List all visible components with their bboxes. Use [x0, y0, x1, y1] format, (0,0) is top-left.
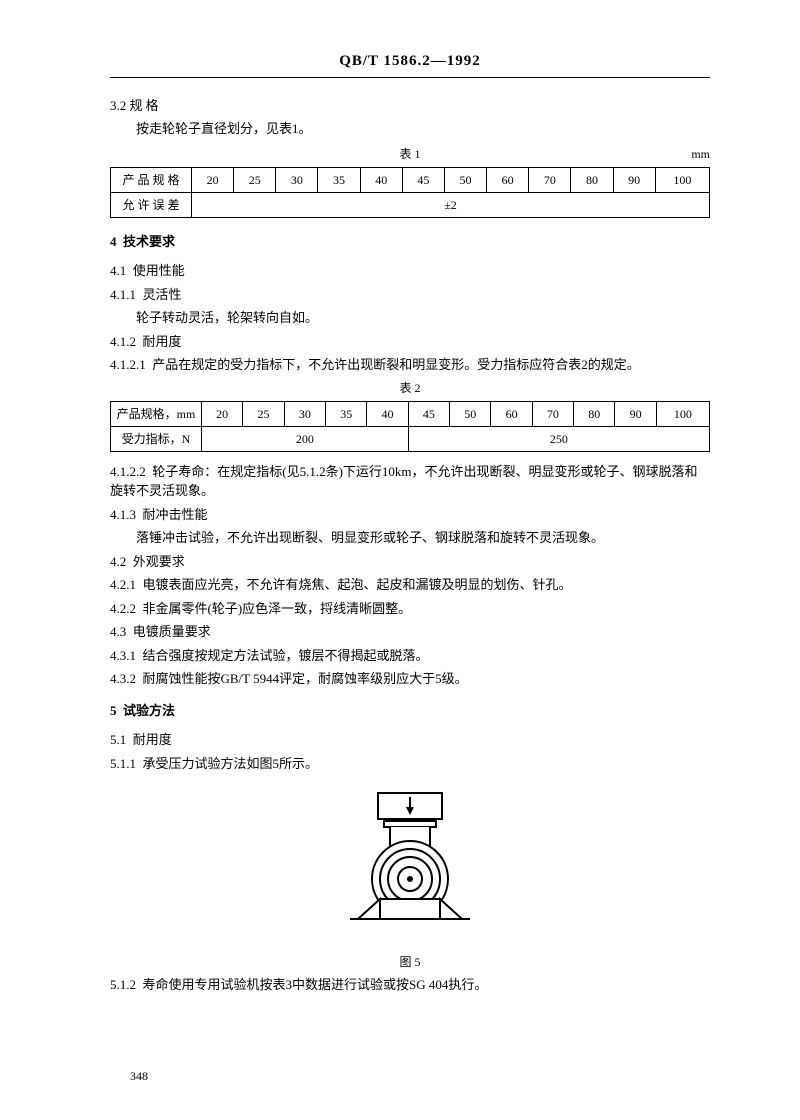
- sec-title: 耐冲击性能: [143, 507, 208, 522]
- sec-num: 4.1.2.1: [110, 357, 146, 372]
- section-5-1-1: 5.1.1 承受压力试验方法如图5所示。: [110, 754, 710, 774]
- sec-num: 4.1: [110, 263, 126, 278]
- t2-val1: 200: [202, 426, 409, 451]
- t1-c2: 30: [276, 167, 318, 192]
- sec-title: 技术要求: [123, 234, 175, 249]
- t1-c1: 25: [234, 167, 276, 192]
- t2-c10: 90: [615, 401, 656, 426]
- t1-c11: 100: [655, 167, 709, 192]
- t2-c2: 30: [284, 401, 325, 426]
- t1-c3: 35: [318, 167, 360, 192]
- sec-text: 产品在规定的受力指标下，不允许出现断裂和明显变形。受力指标应符合表2的规定。: [152, 357, 640, 372]
- section-5: 5 试验方法: [110, 701, 710, 721]
- t2-c7: 60: [491, 401, 532, 426]
- t2-c6: 50: [450, 401, 491, 426]
- t1-row2-label: 允 许 误 差: [111, 192, 192, 217]
- section-4-2-2: 4.2.2 非金属零件(轮子)应色泽一致，捋线清晰圆整。: [110, 599, 710, 619]
- section-5-1-2: 5.1.2 寿命使用专用试验机按表3中数据进行试验或按SG 404执行。: [110, 975, 710, 995]
- sec-num: 4: [110, 234, 117, 249]
- sec-num: 4.1.2: [110, 334, 136, 349]
- sec-text: 电镀表面应光亮，不允许有烧焦、起泡、起皮和漏镀及明显的划伤、针孔。: [143, 577, 572, 592]
- sec-text: 结合强度按规定方法试验，镀层不得揭起或脱落。: [143, 648, 429, 663]
- section-4-1-1: 4.1.1 灵活性: [110, 285, 710, 305]
- sec-title: 灵活性: [143, 287, 182, 302]
- section-3-2: 3.2 规格: [110, 96, 710, 116]
- sec-text: 承受压力试验方法如图5所示。: [143, 756, 319, 771]
- sec-text: 非金属零件(轮子)应色泽一致，捋线清晰圆整。: [143, 601, 412, 616]
- t1-c6: 50: [444, 167, 486, 192]
- t1-c5: 45: [402, 167, 444, 192]
- t2-c5: 45: [408, 401, 449, 426]
- sec-title: 试验方法: [123, 703, 175, 718]
- sec-num: 5.1.2: [110, 977, 136, 992]
- sec-num: 5.1: [110, 732, 126, 747]
- sec-num: 4.1.3: [110, 507, 136, 522]
- t2-c4: 40: [367, 401, 408, 426]
- sec-text: 轮子寿命：在规定指标(见5.1.2条)下运行10km，不允许出现断裂、明显变形或…: [110, 464, 698, 499]
- section-4-1: 4.1 使用性能: [110, 261, 710, 281]
- sec-num: 4.2.1: [110, 577, 136, 592]
- section-4-2: 4.2 外观要求: [110, 552, 710, 572]
- sec-title: 使用性能: [133, 263, 185, 278]
- figure-5-caption: 图 5: [110, 953, 710, 971]
- sec-num: 4.2.2: [110, 601, 136, 616]
- sec-num: 4.1.2.2: [110, 464, 146, 479]
- table1-unit: mm: [670, 145, 710, 163]
- sec-title: 电镀质量要求: [133, 624, 211, 639]
- page-header: QB/T 1586.2—1992: [110, 50, 710, 78]
- sec-title: 耐用度: [143, 334, 182, 349]
- sec-text: 耐腐蚀性能按GB/T 5944评定，耐腐蚀率级别应大于5级。: [143, 671, 468, 686]
- t1-c4: 40: [360, 167, 402, 192]
- section-4-1-2: 4.1.2 耐用度: [110, 332, 710, 352]
- section-5-1: 5.1 耐用度: [110, 730, 710, 750]
- t1-c10: 90: [613, 167, 655, 192]
- page-number: 348: [130, 1069, 148, 1084]
- sec-num: 4.3.2: [110, 671, 136, 686]
- t2-c0: 20: [202, 401, 243, 426]
- t2-row1-label: 产品规格，mm: [111, 401, 202, 426]
- sec-num: 4.3: [110, 624, 126, 639]
- t1-c7: 60: [487, 167, 529, 192]
- sec-num: 3.2: [110, 98, 126, 113]
- table2-caption: 表 2: [110, 379, 710, 397]
- t2-row2-label: 受力指标，N: [111, 426, 202, 451]
- sec-num: 4.2: [110, 554, 126, 569]
- section-4-1-1-text: 轮子转动灵活，轮架转向自如。: [110, 308, 710, 328]
- section-4-3: 4.3 电镀质量要求: [110, 622, 710, 642]
- section-4: 4 技术要求: [110, 232, 710, 252]
- t2-c8: 70: [532, 401, 573, 426]
- t2-c11: 100: [656, 401, 709, 426]
- t1-row1-label: 产 品 规 格: [111, 167, 192, 192]
- t1-c0: 20: [192, 167, 234, 192]
- sec-num: 4.1.1: [110, 287, 136, 302]
- section-3-2-text: 按走轮轮子直径划分，见表1。: [110, 119, 710, 139]
- sec-title: 耐用度: [133, 732, 172, 747]
- figure-5: [110, 791, 710, 947]
- section-4-1-2-2: 4.1.2.2 轮子寿命：在规定指标(见5.1.2条)下运行10km，不允许出现…: [110, 462, 710, 501]
- t1-c8: 70: [529, 167, 571, 192]
- section-4-3-1: 4.3.1 结合强度按规定方法试验，镀层不得揭起或脱落。: [110, 646, 710, 666]
- table1-caption: 表 1: [150, 145, 670, 163]
- t1-tolerance: ±2: [192, 192, 710, 217]
- sec-text: 寿命使用专用试验机按表3中数据进行试验或按SG 404执行。: [143, 977, 488, 992]
- section-4-1-3-text: 落锤冲击试验，不允许出现断裂、明显变形或轮子、钢球脱落和旋转不灵活现象。: [110, 528, 710, 548]
- sec-num: 5: [110, 703, 117, 718]
- sec-num: 5.1.1: [110, 756, 136, 771]
- table-2: 产品规格，mm 20 25 30 35 40 45 50 60 70 80 90…: [110, 401, 710, 452]
- t2-c1: 25: [243, 401, 284, 426]
- section-4-1-3: 4.1.3 耐冲击性能: [110, 505, 710, 525]
- t2-c3: 35: [326, 401, 367, 426]
- sec-title: 外观要求: [133, 554, 185, 569]
- caster-wheel-diagram-icon: [340, 791, 480, 941]
- section-4-2-1: 4.2.1 电镀表面应光亮，不允许有烧焦、起泡、起皮和漏镀及明显的划伤、针孔。: [110, 575, 710, 595]
- sec-title: 规格: [130, 98, 162, 113]
- table-1: 产 品 规 格 20 25 30 35 40 45 50 60 70 80 90…: [110, 167, 710, 218]
- section-4-3-2: 4.3.2 耐腐蚀性能按GB/T 5944评定，耐腐蚀率级别应大于5级。: [110, 669, 710, 689]
- section-4-1-2-1: 4.1.2.1 产品在规定的受力指标下，不允许出现断裂和明显变形。受力指标应符合…: [110, 355, 710, 375]
- t2-val2: 250: [408, 426, 709, 451]
- table1-caption-row: 表 1 mm: [110, 145, 710, 163]
- sec-num: 4.3.1: [110, 648, 136, 663]
- t1-c9: 80: [571, 167, 613, 192]
- t2-c9: 80: [574, 401, 615, 426]
